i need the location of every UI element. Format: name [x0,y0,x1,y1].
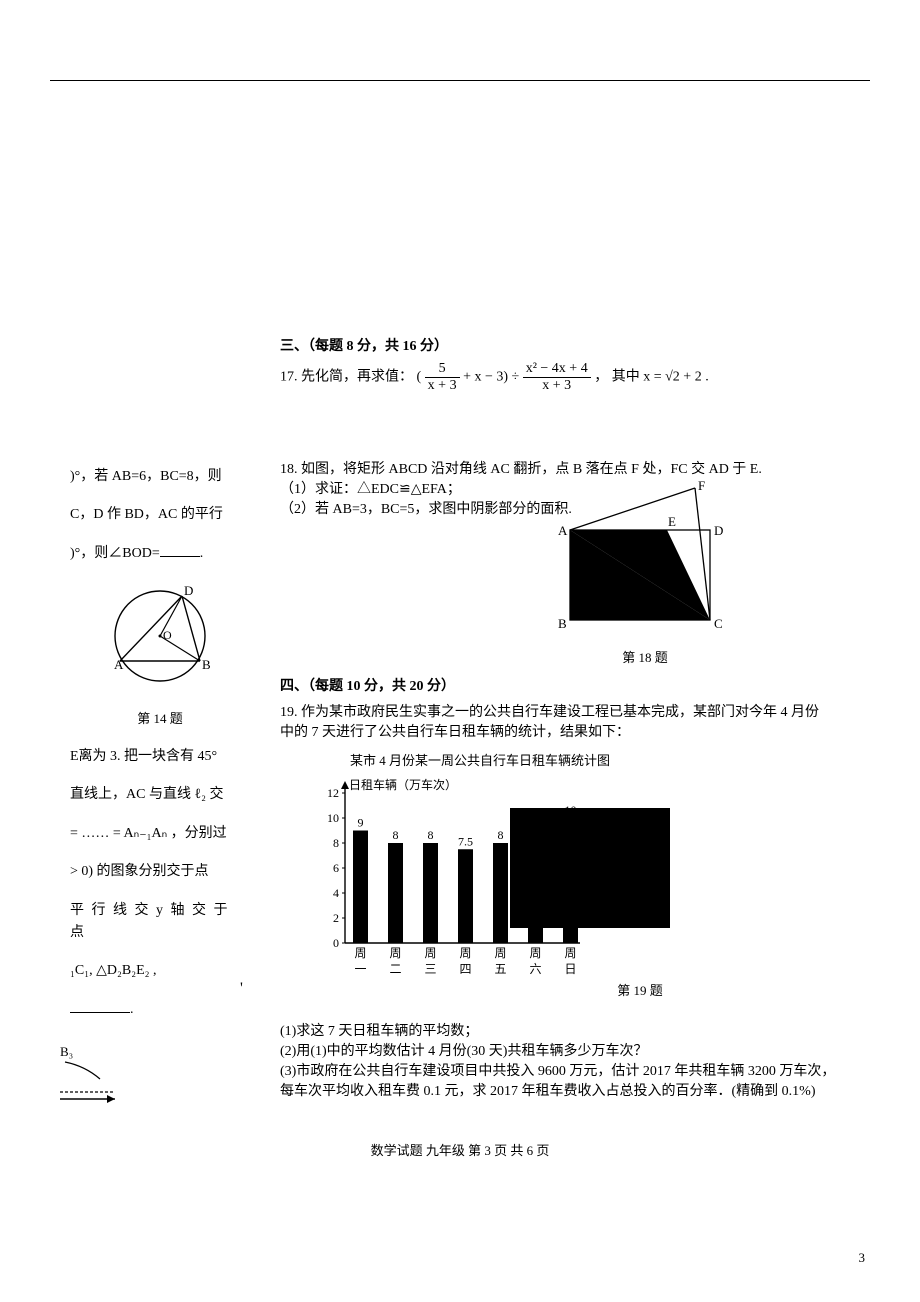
q17-frac1-num: 5 [425,361,460,378]
figure-14-caption: 第 14 题 [70,709,250,730]
chart-title: 某市 4 月份某一周公共自行车日租车辆统计图 [350,750,860,769]
svg-text:8: 8 [393,828,399,842]
q17-frac2-den: x + 3 [523,378,591,394]
figure-18-caption: 第 18 题 [540,647,750,666]
page-footer: 数学试题 九年级 第 3 页 共 6 页 [0,1140,920,1159]
q17-line: 17. 先化简，再求值： ( 5 x + 3 + x − 3) ÷ x² − 4… [280,361,840,394]
left-line-5: > 0) 的图象分别交于点 [70,861,250,883]
q17-frac2-num: x² − 4x + 4 [523,361,591,378]
svg-text:四: 四 [459,962,471,976]
q19-s2: (2)用(1)中的平均数估计 4 月份(30 天)共租车辆多少万车次？ [280,1040,860,1060]
fig14-label-B: B [202,657,211,672]
q19-line-a: 19. 作为某市政府民生实事之一的公共自行车建设工程已基本完成，某部门对今年 4… [280,701,860,721]
q17-open-paren: ( [417,370,422,385]
svg-text:周: 周 [494,946,506,960]
fig18-F: F [698,480,705,493]
svg-text:8: 8 [428,828,434,842]
fig14-label-A: A [114,657,124,672]
svg-text:4: 4 [333,886,339,900]
svg-text:周: 周 [529,946,541,960]
arrow-fragment: B₃ [55,1044,155,1104]
figure-18: A B C D E F 第 18 题 [540,480,750,666]
q17-mid: + x − 3) ÷ [463,370,523,385]
svg-text:二: 二 [389,962,401,976]
fig18-A: A [558,523,568,538]
left-line-6: 平 行 线 交 y 轴 交 于 点 [70,900,250,945]
q17-frac1-den: x + 3 [425,378,460,394]
left-line-2: )°，则∠BOD=. [70,543,250,565]
svg-text:7.5: 7.5 [458,834,473,848]
svg-text:8: 8 [333,836,339,850]
q19-line-b: 中的 7 天进行了公共自行车日租车辆的统计，结果如下： [280,721,860,741]
q19-s3: (3)市政府在公共自行车建设项目中共投入 9600 万元，估计 2017 年共租… [280,1060,860,1080]
left-line-2-text: )°，则∠BOD= [70,546,160,561]
blank-bod [160,543,200,557]
svg-text:周: 周 [564,946,576,960]
section-4: 四、（每题 10 分，共 20 分） 19. 作为某市政府民生实事之一的公共自行… [280,665,860,741]
left-fragment-column: )°，若 AB=6，BC=8，则 C，D 作 BD，AC 的平行 )°，则∠BO… [70,466,250,1037]
fig18-E: E [668,514,676,529]
svg-text:6: 6 [333,861,339,875]
fig18-C: C [714,616,723,631]
svg-text:0: 0 [333,936,339,950]
section-3-heading: 三、（每题 8 分，共 16 分） [280,335,840,355]
left-line-3a: E离为 3. 把一块含有 45° [70,746,250,768]
svg-text:日: 日 [564,962,576,976]
q19-s1: (1)求这 7 天日租车辆的平均数； [280,1020,860,1040]
left-line-1a: )°，若 AB=6，BC=8，则 [70,466,250,488]
svg-text:周: 周 [459,946,471,960]
left-blank-dot: . [130,1002,134,1017]
fig18-D: D [714,523,723,538]
q18-line1: 18. 如图，将矩形 ABCD 沿对角线 AC 翻折，点 B 落在点 F 处，F… [280,458,840,478]
q17-tail: ， 其中 x = √2 + 2 . [594,370,708,385]
left-line-2-dot: . [200,546,204,561]
fig18-B: B [558,616,567,631]
q19-subs: (1)求这 7 天日租车辆的平均数； (2)用(1)中的平均数估计 4 月份(3… [280,1020,860,1100]
page-content: 三、（每题 8 分，共 16 分） 17. 先化简，再求值： ( 5 x + 3… [0,0,920,1302]
figure-14: A B D O [90,581,230,701]
svg-text:2: 2 [333,911,339,925]
figure-18-svg: A B C D E F [540,480,750,640]
left-line-1b: C，D 作 BD，AC 的平行 [70,504,250,526]
redacted-block [510,808,670,928]
svg-text:12: 12 [327,786,339,800]
svg-text:日租车辆（万车次）: 日租车辆（万车次） [349,777,457,792]
left-blank-end [70,999,130,1013]
figure-19-caption: 第 19 题 [420,980,860,999]
arrow-label-b3: B₃ [60,1044,73,1059]
svg-text:周: 周 [354,946,366,960]
q17-prefix: 17. 先化简，再求值： [280,370,413,385]
figure-14-svg: A B D O [90,581,230,701]
page-number: 3 [859,1250,866,1266]
q17-frac2: x² − 4x + 4 x + 3 [523,361,591,394]
left-line-4: = …… = Aₙ₋₁Aₙ ，分别过 [70,823,250,845]
svg-text:六: 六 [529,962,541,976]
fig14-label-D: D [184,583,193,598]
left-line-3b: 直线上，AC 与直线 ℓ₂ 交 [70,784,250,806]
svg-text:周: 周 [389,946,401,960]
svg-text:8: 8 [498,828,504,842]
svg-text:10: 10 [327,811,339,825]
section-4-heading: 四、（每题 10 分，共 20 分） [280,675,860,695]
section-3: 三、（每题 8 分，共 16 分） 17. 先化简，再求值： ( 5 x + 3… [280,325,840,394]
svg-text:三: 三 [424,962,436,976]
stray-mark: ' [240,980,243,998]
q17-frac1: 5 x + 3 [425,361,460,394]
svg-text:9: 9 [358,816,364,830]
q19-s4: 每车次平均收入租车费 0.1 元，求 2017 年租车费收入占总投入的百分率．(… [280,1080,860,1100]
fig14-label-O: O [163,628,172,642]
left-line-7: ₁C₁, △D₂B₂E₂ , [70,960,250,982]
svg-text:五: 五 [494,962,506,976]
svg-text:周: 周 [424,946,436,960]
svg-text:一: 一 [354,962,366,976]
